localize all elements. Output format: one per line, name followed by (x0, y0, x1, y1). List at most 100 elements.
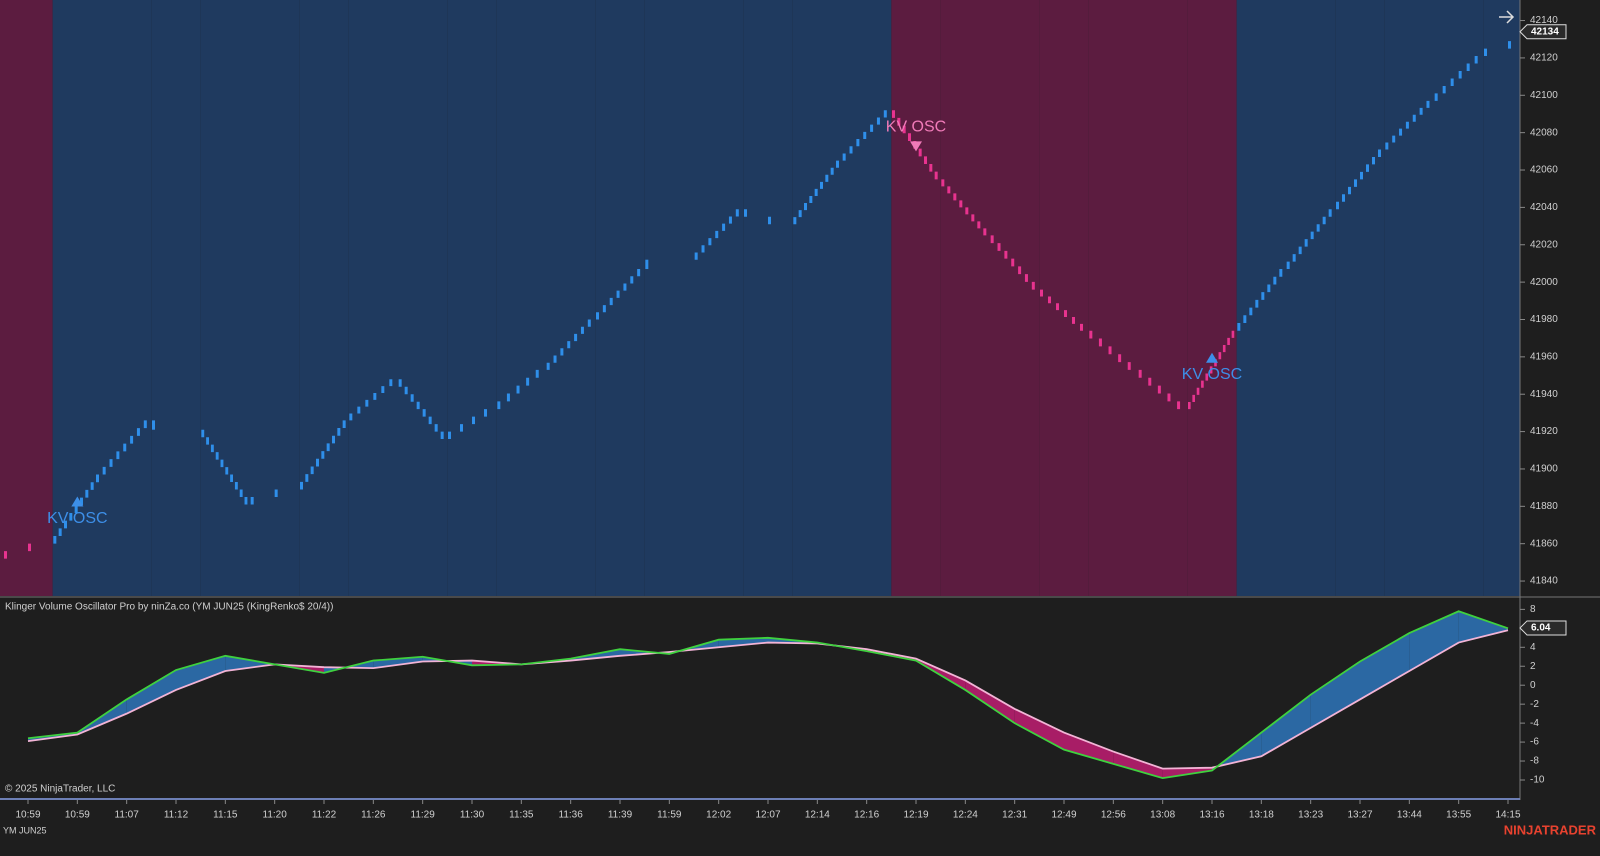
y-tick-label: 42100 (1530, 90, 1558, 101)
regime-band (151, 0, 201, 596)
renko-bricks (152, 420, 155, 430)
x-tick-label: 11:15 (213, 810, 238, 821)
x-tick-label: 12:31 (1002, 810, 1027, 821)
y-tick-label: 41860 (1530, 538, 1558, 549)
regime-band (348, 0, 398, 596)
regime-band (842, 0, 892, 596)
renko-bricks (694, 209, 739, 260)
last-value-box (1519, 24, 1567, 40)
renko-bricks (546, 319, 591, 370)
regime-band (1187, 0, 1237, 596)
renko-bricks (842, 110, 887, 161)
x-tick-label: 11:35 (509, 810, 534, 821)
renko-bricks (1188, 330, 1235, 410)
regime-band (250, 0, 300, 596)
regime-band (644, 0, 694, 596)
renko-bricks (4, 543, 31, 559)
regime-band (1088, 0, 1138, 596)
oscillator-fill (718, 637, 768, 648)
x-tick-label: 11:20 (263, 810, 288, 821)
x-tick-label: 11:22 (312, 810, 337, 821)
regime-band (1286, 0, 1336, 596)
signal-label: KV OSC (47, 510, 107, 527)
instrument: YM JUN25 (3, 825, 47, 835)
x-tick-label: 12:02 (706, 810, 731, 821)
renko-bricks (990, 235, 1035, 290)
oscillator-fill (1458, 611, 1508, 643)
x-tick-label: 12:16 (854, 810, 879, 821)
x-tick-label: 10:59 (15, 810, 40, 821)
regime-band (1335, 0, 1385, 596)
x-tick-label: 13:16 (1199, 810, 1224, 821)
x-tick-label: 12:49 (1051, 810, 1076, 821)
renko-bricks (744, 209, 771, 225)
x-tick-label: 12:24 (953, 810, 978, 821)
regime-band (398, 0, 448, 596)
x-tick-label: 11:29 (411, 810, 436, 821)
y-tick-label: 41900 (1530, 464, 1558, 475)
x-tick-label: 13:55 (1446, 810, 1471, 821)
y-tick-label: 41840 (1530, 576, 1558, 587)
y-tick-label: 41940 (1530, 389, 1558, 400)
y-tick-label: -8 (1530, 756, 1539, 767)
x-tick-label: 14:15 (1495, 810, 1520, 821)
renko-bricks (1385, 100, 1430, 150)
y-tick-label: 42120 (1530, 53, 1558, 64)
x-tick-label: 13:27 (1347, 810, 1372, 821)
renko-bricks (1138, 369, 1181, 410)
x-tick-label: 12:19 (903, 810, 928, 821)
regime-band (1039, 0, 1089, 596)
y-tick-label: 8 (1530, 604, 1536, 615)
renko-bricks (349, 379, 393, 421)
renko-bricks (102, 420, 147, 475)
oscillator-fill (965, 680, 1015, 724)
oscillator-fill (126, 670, 176, 714)
regime-band (1384, 0, 1434, 596)
x-tick-label: 12:56 (1101, 810, 1126, 821)
renko-bricks (1040, 289, 1083, 331)
copyright: © 2025 NinjaTrader, LLC (5, 784, 115, 795)
regime-band (546, 0, 596, 596)
renko-bricks (1434, 56, 1478, 101)
oscillator-fill (1113, 751, 1163, 779)
y-tick-label: 4 (1530, 642, 1536, 653)
last-value-label: 42134 (1531, 26, 1559, 37)
oscillator-fill (1310, 661, 1360, 728)
renko-bricks (793, 160, 839, 225)
regime-band (792, 0, 842, 596)
renko-bricks (1089, 330, 1131, 370)
regime-band (990, 0, 1040, 596)
last-value-label: 6.04 (1531, 623, 1551, 634)
oscillator-fill (1064, 732, 1114, 764)
y-tick-label: 42140 (1530, 15, 1558, 26)
x-tick-label: 13:23 (1298, 810, 1323, 821)
renko-bricks (300, 420, 346, 490)
x-tick-label: 11:30 (460, 810, 485, 821)
brand-logo: NINJATRADER (1504, 822, 1597, 837)
oscillator-line (27, 610, 1509, 780)
regime-band (1138, 0, 1188, 596)
y-tick-label: 42060 (1530, 165, 1558, 176)
x-tick-label: 13:44 (1397, 810, 1422, 821)
x-tick-label: 11:26 (361, 810, 386, 821)
regime-band (102, 0, 152, 596)
y-tick-label: 42000 (1530, 277, 1558, 288)
last-value-box (1519, 620, 1567, 636)
y-tick-label: 41880 (1530, 501, 1558, 512)
y-tick-label: 42020 (1530, 239, 1558, 250)
scroll-arrow[interactable] (1499, 10, 1515, 24)
signal-arrow (71, 496, 84, 507)
signal-arrow (910, 141, 922, 152)
y-tick-label: 42080 (1530, 127, 1558, 138)
renko-bricks (250, 489, 278, 505)
regime-band (1434, 0, 1484, 596)
y-tick-label: 41920 (1530, 426, 1558, 437)
regime-band (200, 0, 250, 596)
oscillator-fill (1014, 708, 1064, 750)
x-tick-label: 11:12 (164, 810, 189, 821)
x-tick-label: 12:07 (755, 810, 780, 821)
y-tick-label: -2 (1530, 699, 1539, 710)
signal-label: KV OSC (1182, 366, 1242, 383)
y-tick-label: -4 (1530, 718, 1539, 729)
